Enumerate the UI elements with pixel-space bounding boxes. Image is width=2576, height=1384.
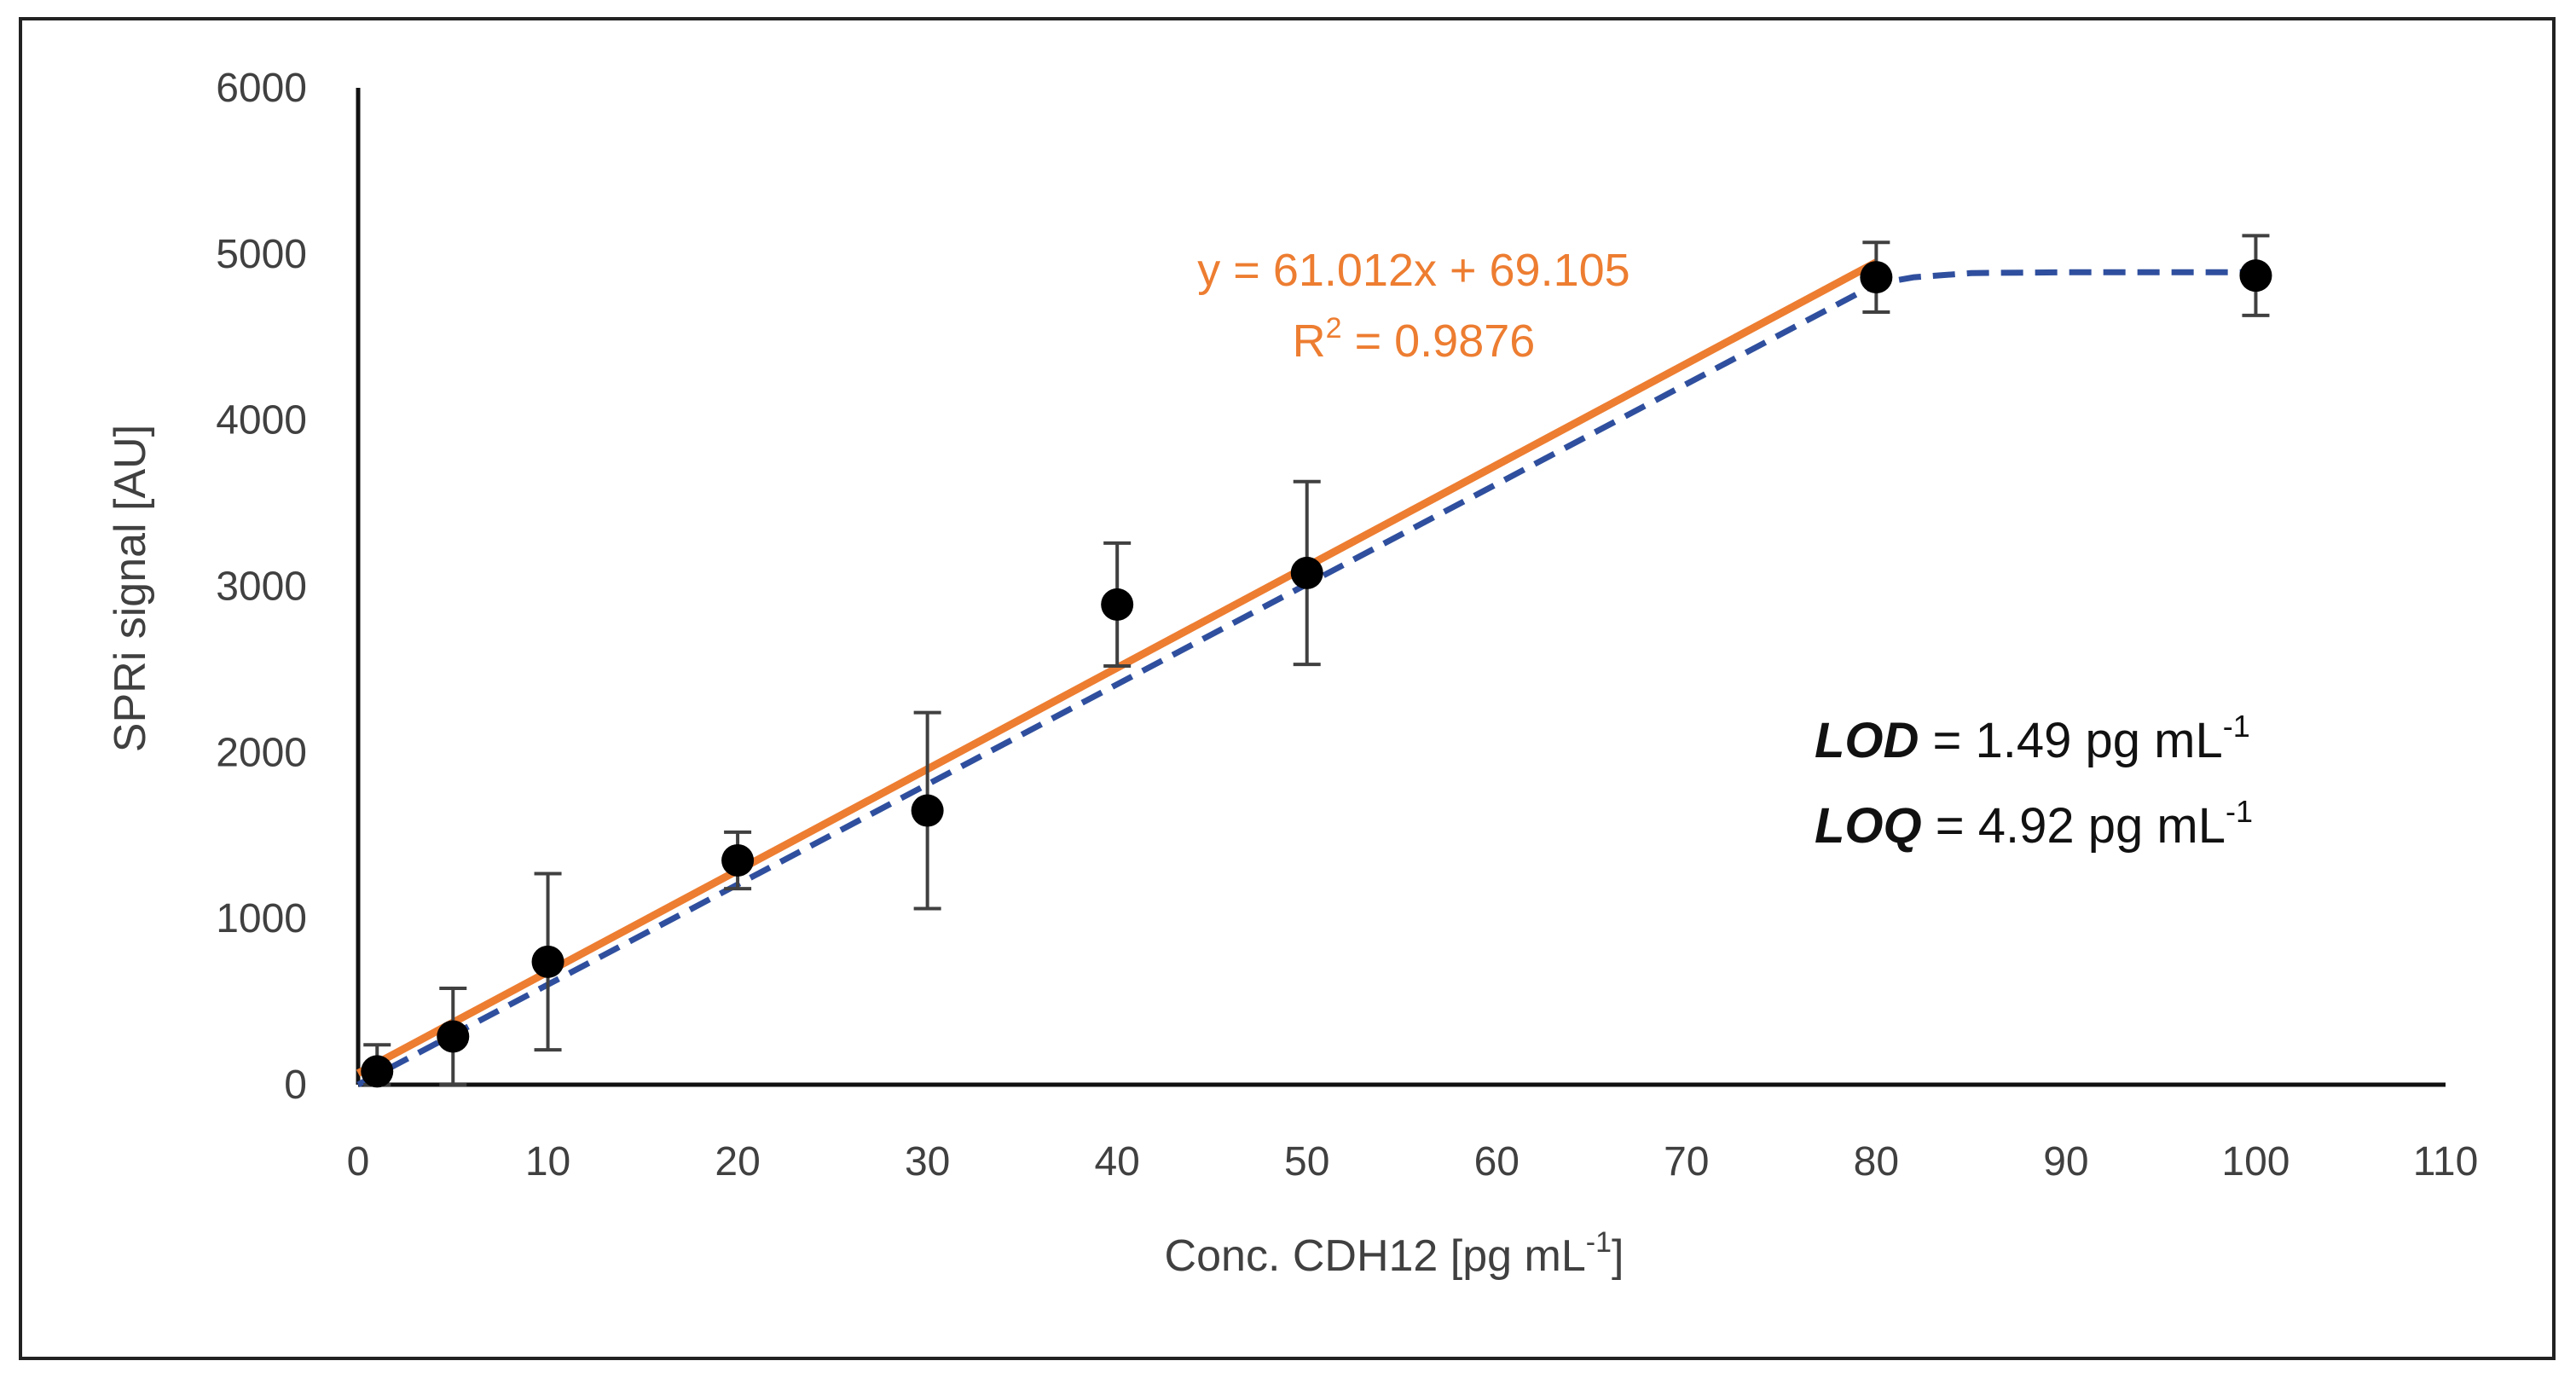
loq-annotation: LOQ = 4.92 pg mL-1 [1815,794,2253,854]
x-tick-label: 80 [1854,1139,1899,1184]
y-axis-title: SPRi signal [AU] [106,425,155,752]
x-tick-labels: 0 10 20 30 40 50 60 70 80 90 100 110 [347,1139,2479,1184]
x-tick-label: 40 [1094,1139,1139,1184]
data-points [361,259,2272,1088]
fit-lines [356,258,2256,1088]
y-tick-label: 1000 [216,896,307,941]
y-tick-label: 5000 [216,232,307,277]
x-axis-title: Conc. CDH12 [pg mL-1] [1165,1226,1624,1281]
x-tick-label: 70 [1664,1139,1709,1184]
lod-sup: -1 [2223,709,2250,744]
linear-fit-line [356,258,1878,1077]
lod-label: LOD [1815,713,1919,768]
x-tick-label: 90 [2043,1139,2088,1184]
data-point [361,1055,394,1088]
data-point [721,843,755,877]
x-tick-label: 30 [905,1139,950,1184]
data-point [531,945,564,978]
r2-value: = 0.9876 [1342,316,1536,367]
r2-label: R [1293,316,1326,367]
loq-label: LOQ [1815,798,1922,854]
figure-frame [19,17,2556,1360]
x-tick-label: 20 [715,1139,760,1184]
x-axis-title-main: Conc. CDH12 [pg mL [1165,1231,1586,1281]
data-point [1101,588,1134,621]
y-tick-labels: 0 1000 2000 3000 4000 5000 6000 [216,66,307,1108]
y-tick-label: 4000 [216,398,307,443]
fit-equation: y = 61.012x + 69.105 [1197,245,1630,296]
dashed-fit-line [356,269,2256,1088]
y-tick-label: 0 [284,1063,307,1108]
r-squared: R2 = 0.9876 [1293,312,1536,367]
x-tick-label: 100 [2221,1139,2289,1184]
x-axis-title-suffix: ] [1612,1231,1624,1281]
axes [356,88,2446,1087]
x-tick-label: 60 [1474,1139,1520,1184]
data-point [437,1020,470,1053]
data-point [2239,259,2272,292]
lod-value: = 1.49 pg mL [1919,713,2222,768]
loq-sup: -1 [2226,794,2253,829]
y-tick-label: 3000 [216,565,307,610]
x-tick-label: 110 [2413,1139,2479,1184]
r2-sup: 2 [1326,312,1342,345]
x-tick-label: 0 [347,1139,370,1184]
x-axis-title-sup: -1 [1586,1226,1612,1259]
x-tick-label: 10 [525,1139,570,1184]
x-tick-label: 50 [1284,1139,1329,1184]
loq-value: = 4.92 pg mL [1922,798,2226,854]
data-point [911,794,944,827]
y-tick-label: 6000 [216,66,307,111]
lod-annotation: LOD = 1.49 pg mL-1 [1815,709,2250,768]
data-point [1860,261,1893,294]
y-tick-label: 2000 [216,730,307,775]
data-point [1290,556,1323,589]
